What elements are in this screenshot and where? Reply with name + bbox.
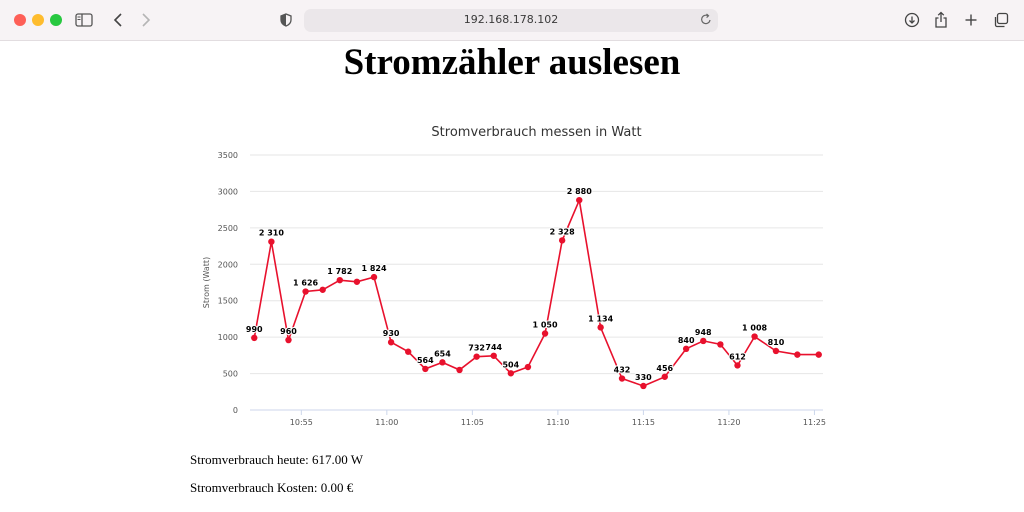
data-point xyxy=(456,366,463,374)
data-label: 1 050 xyxy=(533,321,558,330)
data-point xyxy=(285,336,292,344)
y-tick-label: 2000 xyxy=(218,260,238,269)
data-label: 1 134 xyxy=(588,314,613,323)
consumption-cost: Stromverbrauch Kosten: 0.00 € xyxy=(190,480,354,495)
data-label: 948 xyxy=(695,328,712,337)
data-point xyxy=(319,286,326,293)
data-label: 654 xyxy=(434,349,451,358)
data-label: 1 782 xyxy=(327,267,352,276)
data-label: 612 xyxy=(729,352,746,361)
data-point xyxy=(524,363,532,371)
data-label: 2 328 xyxy=(550,227,575,236)
zoom-window-button[interactable] xyxy=(50,14,62,26)
data-label: 1 008 xyxy=(742,324,767,333)
reload-icon[interactable] xyxy=(700,12,712,31)
data-label: 732 xyxy=(468,344,485,353)
data-label: 504 xyxy=(502,360,519,369)
download-icon[interactable] xyxy=(902,10,922,30)
y-tick-label: 1500 xyxy=(218,297,238,306)
address-bar[interactable]: 192.168.178.102 xyxy=(304,9,718,32)
forward-icon[interactable] xyxy=(136,10,156,30)
data-point xyxy=(700,337,707,345)
chart-svg: Stromverbrauch messen in Watt Strom (Wat… xyxy=(202,125,826,427)
consumption-today: Stromverbrauch heute: 617.00 W xyxy=(190,452,364,467)
data-point xyxy=(682,345,690,352)
y-tick-label: 3500 xyxy=(218,151,238,160)
new-tab-icon[interactable] xyxy=(961,10,981,30)
data-point xyxy=(302,288,309,295)
power-chart: Stromverbrauch messen in Watt Strom (Wat… xyxy=(190,110,830,440)
data-point xyxy=(815,351,822,358)
data-point xyxy=(597,324,604,331)
data-point xyxy=(618,375,626,382)
data-point xyxy=(751,333,758,340)
data-label: 960 xyxy=(280,327,297,336)
y-tick-label: 0 xyxy=(233,406,238,415)
share-icon[interactable] xyxy=(931,10,951,30)
shield-icon[interactable] xyxy=(276,10,296,30)
sidebar-icon[interactable] xyxy=(74,10,94,30)
data-point xyxy=(353,278,361,285)
x-tick-label: 11:20 xyxy=(717,418,740,427)
data-point xyxy=(734,362,741,369)
x-tick-label: 11:25 xyxy=(803,418,826,427)
data-point xyxy=(576,196,583,204)
data-label: 2 310 xyxy=(259,229,284,238)
data-point xyxy=(640,382,647,390)
data-point xyxy=(661,373,668,380)
data-label: 564 xyxy=(417,356,434,365)
data-point xyxy=(507,370,515,377)
x-tick-label: 11:05 xyxy=(461,418,484,427)
data-point xyxy=(490,352,497,359)
x-tick-label: 11:10 xyxy=(546,418,569,427)
data-label: 432 xyxy=(614,366,631,375)
url-text: 192.168.178.102 xyxy=(463,13,559,26)
minimize-window-button[interactable] xyxy=(32,14,44,26)
data-label: 744 xyxy=(485,343,502,352)
y-tick-label: 500 xyxy=(223,370,238,379)
tab-overview-icon[interactable] xyxy=(991,10,1011,30)
data-label: 810 xyxy=(768,338,785,347)
data-point xyxy=(336,276,343,284)
data-point xyxy=(439,359,446,366)
chart-title: Stromverbrauch messen in Watt xyxy=(431,125,641,140)
data-point xyxy=(473,353,480,360)
data-label: 1 626 xyxy=(293,279,318,288)
data-label: 2 880 xyxy=(567,187,592,196)
y-axis-label: Strom (Watt) xyxy=(202,257,211,308)
data-point xyxy=(405,348,412,355)
y-tick-label: 1000 xyxy=(218,333,238,342)
y-tick-label: 2500 xyxy=(218,224,238,233)
data-point xyxy=(251,334,258,342)
data-label: 456 xyxy=(656,364,673,373)
data-point xyxy=(717,341,724,348)
browser-toolbar: 192.168.178.102 xyxy=(0,0,1024,41)
x-tick-label: 10:55 xyxy=(290,418,313,427)
data-point xyxy=(558,237,566,244)
back-icon[interactable] xyxy=(108,10,128,30)
data-label: 330 xyxy=(635,373,652,382)
data-label: 990 xyxy=(246,325,263,334)
data-point xyxy=(794,351,801,358)
x-tick-label: 11:00 xyxy=(375,418,398,427)
data-point xyxy=(370,273,378,281)
data-point xyxy=(268,238,275,245)
close-window-button[interactable] xyxy=(14,14,26,26)
data-label: 1 824 xyxy=(361,264,386,273)
data-point xyxy=(772,347,780,355)
data-point xyxy=(541,330,549,337)
data-label: 930 xyxy=(383,329,400,338)
data-label: 840 xyxy=(678,336,695,345)
x-tick-label: 11:15 xyxy=(632,418,655,427)
y-tick-label: 3000 xyxy=(218,187,238,196)
data-point xyxy=(387,339,395,346)
page-title: Stromzähler auslesen xyxy=(343,42,681,83)
data-point xyxy=(422,365,429,373)
